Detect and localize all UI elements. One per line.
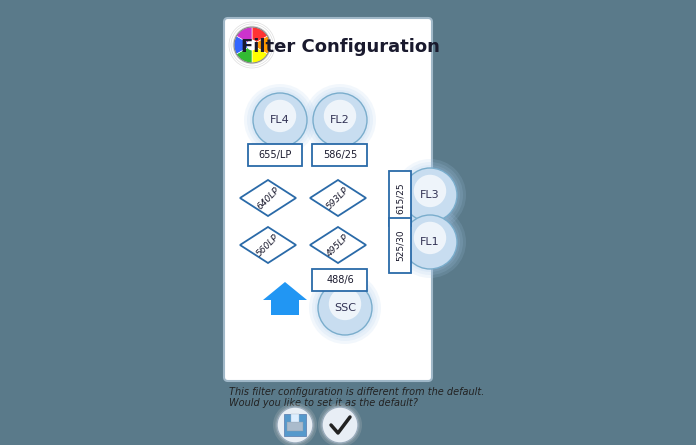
Circle shape — [318, 281, 372, 335]
Circle shape — [324, 100, 356, 132]
Text: FL4: FL4 — [270, 115, 290, 125]
Circle shape — [414, 222, 446, 254]
Wedge shape — [234, 36, 252, 54]
Wedge shape — [252, 27, 267, 45]
Text: 586/25: 586/25 — [323, 150, 357, 160]
Text: 495LP: 495LP — [325, 232, 351, 258]
Circle shape — [247, 87, 313, 153]
FancyBboxPatch shape — [389, 170, 411, 226]
Circle shape — [322, 407, 358, 443]
Polygon shape — [310, 180, 366, 216]
Circle shape — [304, 84, 376, 156]
Circle shape — [329, 288, 361, 320]
FancyBboxPatch shape — [284, 414, 306, 436]
FancyBboxPatch shape — [389, 218, 411, 272]
Polygon shape — [263, 282, 307, 315]
Text: 525/30: 525/30 — [395, 229, 404, 261]
Circle shape — [397, 162, 463, 228]
Circle shape — [250, 90, 310, 150]
Circle shape — [253, 93, 307, 147]
Text: Filter Configuration: Filter Configuration — [241, 38, 439, 56]
Circle shape — [264, 100, 296, 132]
Circle shape — [394, 159, 466, 231]
Text: 560LP: 560LP — [255, 232, 281, 258]
Text: SSC: SSC — [334, 303, 356, 313]
Circle shape — [414, 175, 446, 207]
Circle shape — [394, 206, 466, 278]
Circle shape — [403, 215, 457, 269]
Text: FL1: FL1 — [420, 237, 440, 247]
Circle shape — [397, 209, 463, 275]
Text: Would you like to set it as the default?: Would you like to set it as the default? — [229, 398, 418, 408]
Wedge shape — [252, 36, 270, 54]
Text: 640LP: 640LP — [255, 185, 281, 211]
FancyBboxPatch shape — [287, 422, 303, 431]
Polygon shape — [240, 180, 296, 216]
Circle shape — [320, 405, 360, 445]
FancyBboxPatch shape — [291, 414, 299, 422]
FancyBboxPatch shape — [248, 144, 303, 166]
Text: FL2: FL2 — [330, 115, 350, 125]
Circle shape — [275, 405, 315, 445]
Circle shape — [273, 403, 317, 445]
Circle shape — [277, 407, 313, 443]
Wedge shape — [237, 45, 252, 63]
Circle shape — [318, 403, 362, 445]
Circle shape — [400, 212, 460, 272]
Text: FL3: FL3 — [420, 190, 440, 200]
Circle shape — [310, 90, 370, 150]
Circle shape — [403, 168, 457, 222]
Polygon shape — [310, 227, 366, 263]
Circle shape — [313, 93, 367, 147]
Wedge shape — [252, 45, 267, 63]
Text: 655/LP: 655/LP — [258, 150, 292, 160]
Circle shape — [315, 278, 375, 338]
Text: 593LP: 593LP — [325, 185, 351, 211]
Circle shape — [400, 165, 460, 225]
Text: 488/6: 488/6 — [326, 275, 354, 285]
Wedge shape — [237, 27, 252, 45]
Circle shape — [244, 84, 316, 156]
Circle shape — [307, 87, 373, 153]
Circle shape — [309, 272, 381, 344]
Circle shape — [312, 275, 378, 341]
Text: This filter configuration is different from the default.: This filter configuration is different f… — [229, 387, 484, 397]
FancyBboxPatch shape — [224, 18, 432, 381]
Text: 615/25: 615/25 — [395, 182, 404, 214]
FancyBboxPatch shape — [313, 269, 367, 291]
Circle shape — [246, 40, 258, 50]
Polygon shape — [240, 227, 296, 263]
FancyBboxPatch shape — [313, 144, 367, 166]
